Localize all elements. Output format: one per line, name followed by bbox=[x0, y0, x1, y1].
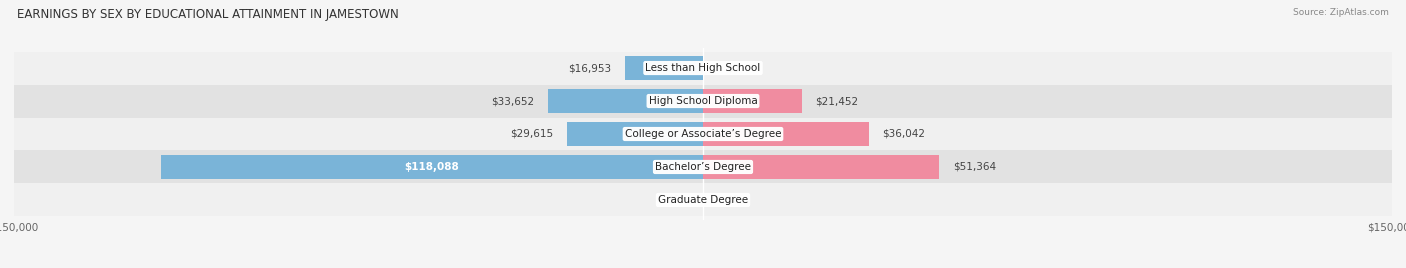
Text: $0: $0 bbox=[666, 195, 681, 205]
Text: $0: $0 bbox=[725, 195, 740, 205]
Text: $118,088: $118,088 bbox=[405, 162, 460, 172]
Bar bbox=[703, 155, 939, 179]
Text: $29,615: $29,615 bbox=[510, 129, 553, 139]
Text: Graduate Degree: Graduate Degree bbox=[658, 195, 748, 205]
Bar bbox=[703, 122, 869, 146]
Text: Source: ZipAtlas.com: Source: ZipAtlas.com bbox=[1294, 8, 1389, 17]
Bar bbox=[14, 117, 1392, 151]
Bar bbox=[14, 51, 1392, 84]
Bar bbox=[703, 89, 801, 113]
Bar bbox=[548, 89, 703, 113]
Text: $36,042: $36,042 bbox=[883, 129, 925, 139]
Bar bbox=[14, 151, 1392, 184]
Text: High School Diploma: High School Diploma bbox=[648, 96, 758, 106]
Text: Less than High School: Less than High School bbox=[645, 63, 761, 73]
Text: $21,452: $21,452 bbox=[815, 96, 859, 106]
Text: $51,364: $51,364 bbox=[953, 162, 995, 172]
Bar bbox=[14, 184, 1392, 217]
Text: EARNINGS BY SEX BY EDUCATIONAL ATTAINMENT IN JAMESTOWN: EARNINGS BY SEX BY EDUCATIONAL ATTAINMEN… bbox=[17, 8, 399, 21]
Text: College or Associate’s Degree: College or Associate’s Degree bbox=[624, 129, 782, 139]
Bar bbox=[160, 155, 703, 179]
Text: $33,652: $33,652 bbox=[492, 96, 534, 106]
Text: $0: $0 bbox=[725, 63, 740, 73]
Bar bbox=[626, 56, 703, 80]
Text: $16,953: $16,953 bbox=[568, 63, 612, 73]
Bar bbox=[14, 84, 1392, 117]
Text: Bachelor’s Degree: Bachelor’s Degree bbox=[655, 162, 751, 172]
Bar bbox=[567, 122, 703, 146]
